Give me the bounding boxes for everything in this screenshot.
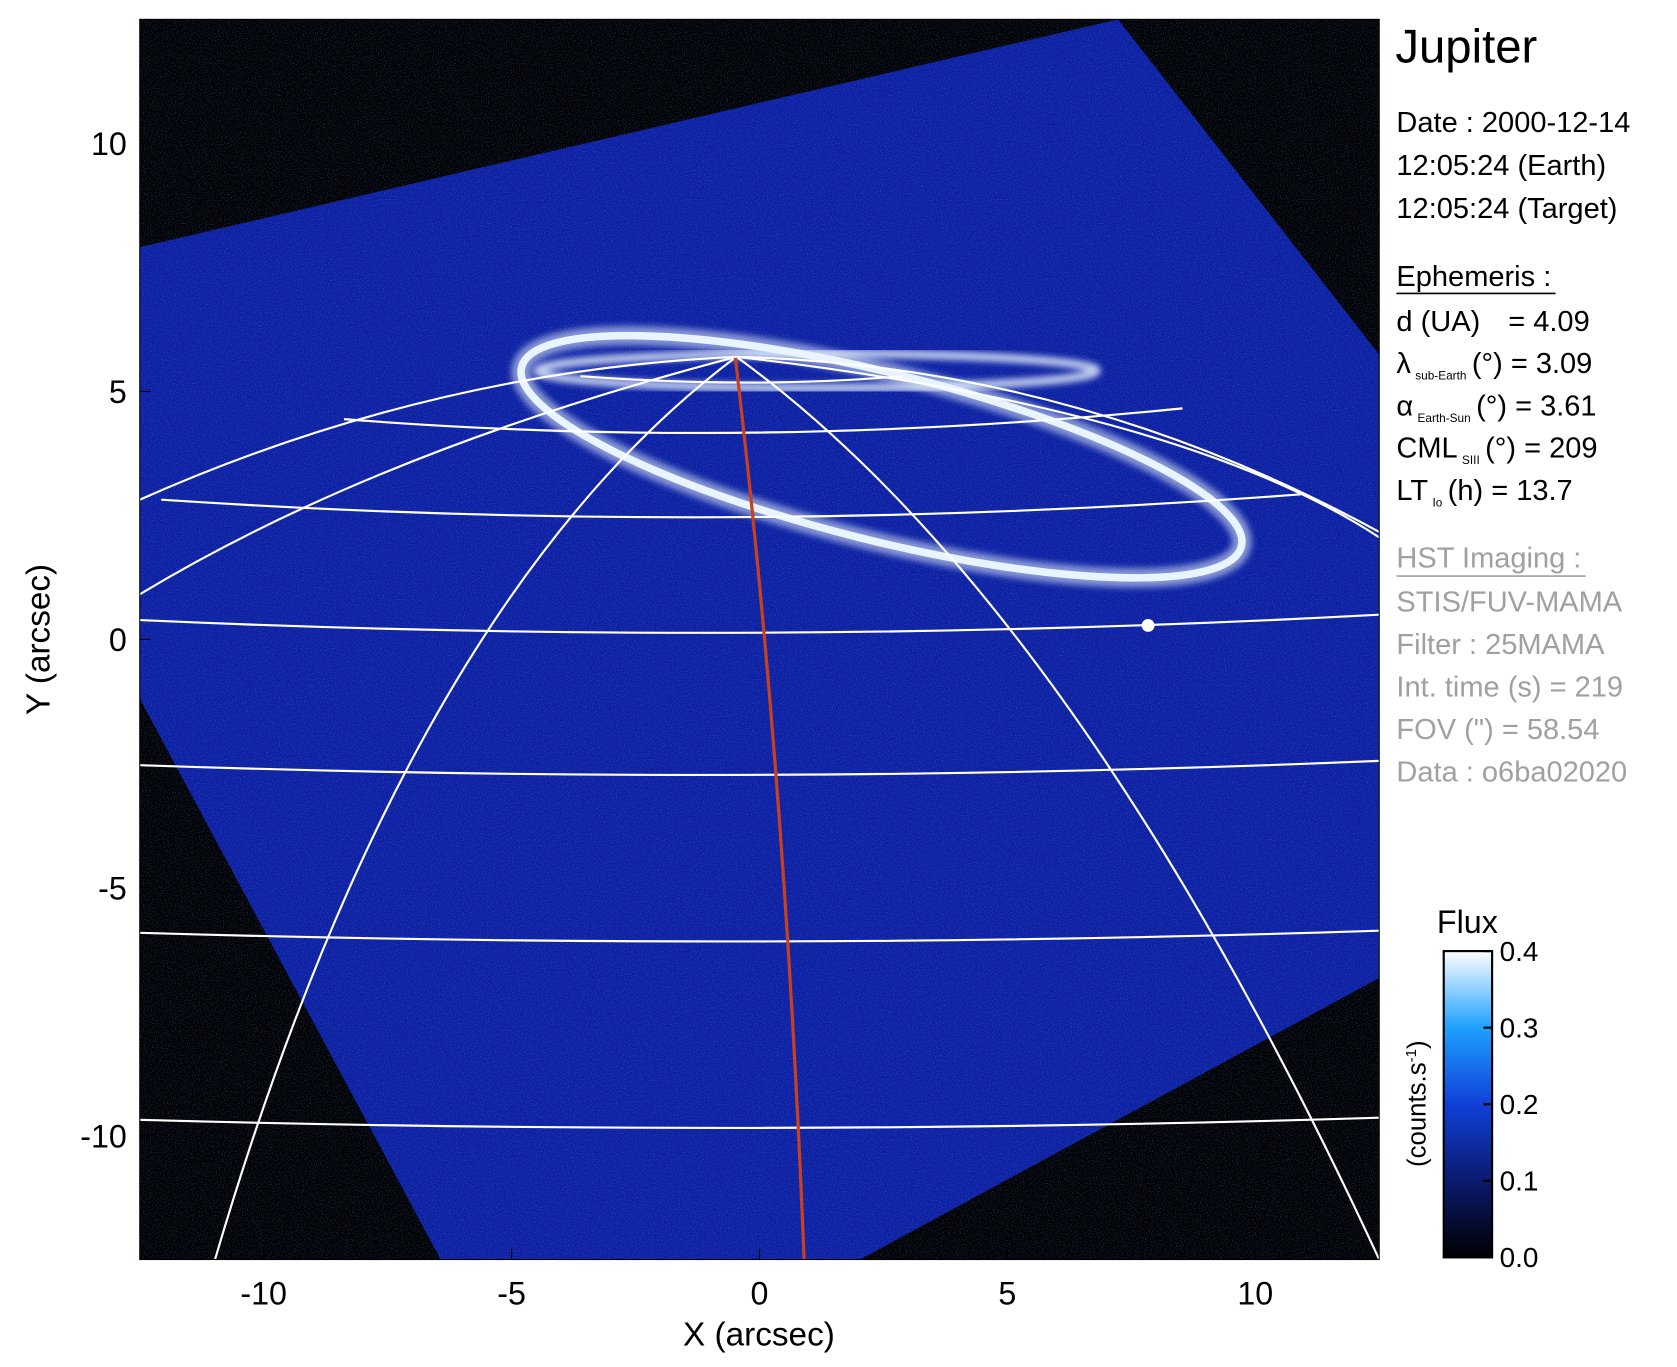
unit-base: (counts.s xyxy=(1403,1062,1431,1167)
image-panel xyxy=(139,19,1380,1260)
imaging-line: Data : o6ba02020 xyxy=(1396,756,1627,788)
item-text: (°) = 3.09 xyxy=(1472,348,1592,380)
date-line: Date : 2000-12-14 xyxy=(1396,107,1630,139)
item-text: (°) = 3.61 xyxy=(1476,390,1596,422)
imaging-line: STIS/FUV-MAMA xyxy=(1396,586,1622,618)
date-line: 12:05:24 (Earth) xyxy=(1396,150,1606,182)
y-tick-label: 0 xyxy=(109,622,127,658)
y-tick-label: 10 xyxy=(91,126,127,162)
item-subscript: Io xyxy=(1432,495,1442,509)
y-tick-label: -10 xyxy=(80,1118,127,1154)
colorbar-tick-label: 0.0 xyxy=(1500,1242,1539,1273)
x-tick-label: -10 xyxy=(240,1276,287,1312)
colorbar-tick-label: 0.1 xyxy=(1500,1165,1539,1196)
item-symbol: CML xyxy=(1396,433,1457,465)
imaging-line: Int. time (s) = 219 xyxy=(1396,671,1623,703)
imaging-heading: HST Imaging : xyxy=(1396,542,1581,574)
item-symbol: LT xyxy=(1396,475,1428,507)
image-noise xyxy=(139,19,1380,1260)
info-panel: Date : 2000-12-14 12:05:24 (Earth) 12:05:2… xyxy=(1396,107,1630,788)
item-text: (°) = 209 xyxy=(1485,433,1597,465)
central-meridian xyxy=(733,357,806,1260)
y-axis-label: Y (arcsec) xyxy=(20,564,57,715)
x-axis-label: X (arcsec) xyxy=(683,1317,835,1354)
x-tick-label: 0 xyxy=(751,1276,769,1312)
colorbar-tick-label: 0.2 xyxy=(1500,1089,1539,1120)
planet-grid xyxy=(139,355,1380,1260)
item-text: (h) = 13.7 xyxy=(1448,475,1573,507)
item-text: = 4.09 xyxy=(1508,306,1589,338)
colorbar-title: Flux xyxy=(1437,904,1498,940)
x-tick-label: -5 xyxy=(497,1276,526,1312)
unit-end: ) xyxy=(1403,1040,1431,1049)
imaging-line: Filter : 25MAMA xyxy=(1396,629,1605,661)
item-symbol: λ xyxy=(1396,348,1411,380)
x-tick-label: 5 xyxy=(998,1276,1016,1312)
ephemeris-item: α Earth-Sun (°) = 3.61 xyxy=(1396,390,1596,424)
ephemeris-item: CML SIII (°) = 209 xyxy=(1396,433,1597,467)
ephemeris-item: λ sub-Earth (°) = 3.09 xyxy=(1396,348,1592,382)
item-subscript: Earth-Sun xyxy=(1418,411,1471,425)
ephemeris-heading: Ephemeris : xyxy=(1396,261,1551,293)
colorbar-unit: (counts.s-1) xyxy=(1403,1040,1432,1167)
x-tick-label: 10 xyxy=(1237,1276,1273,1312)
item-symbol: α xyxy=(1396,390,1413,422)
imaging-line: FOV (") = 58.54 xyxy=(1396,714,1599,746)
colorbar-tick-label: 0.3 xyxy=(1500,1012,1539,1043)
y-tick-label: 5 xyxy=(109,374,127,410)
info-title: Jupiter xyxy=(1395,20,1537,73)
item-subscript: sub-Earth xyxy=(1415,369,1466,383)
item-symbol: d (UA) xyxy=(1396,306,1480,338)
colorbar-tick-label: 0.4 xyxy=(1500,936,1539,967)
ephemeris-item: d (UA) = 4.09 xyxy=(1396,306,1589,338)
ephemeris-item: LT Io (h) = 13.7 xyxy=(1396,475,1572,509)
y-tick-label: -5 xyxy=(98,870,127,906)
unit-sup: -1 xyxy=(1403,1049,1420,1062)
item-subscript: SIII xyxy=(1462,453,1480,467)
date-line: 12:05:24 (Target) xyxy=(1396,193,1617,225)
